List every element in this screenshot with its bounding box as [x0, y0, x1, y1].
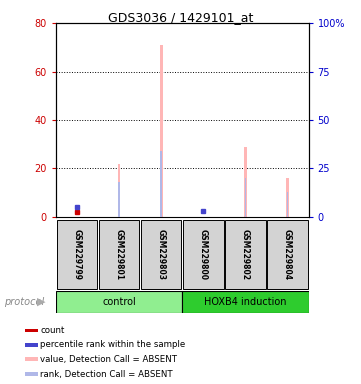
Bar [286, 178, 289, 217]
Text: value, Detection Call = ABSENT: value, Detection Call = ABSENT [40, 355, 178, 364]
Bar [182, 291, 309, 313]
Bar [25, 329, 38, 332]
Bar [99, 220, 139, 289]
Text: control: control [102, 297, 136, 307]
Text: GSM229799: GSM229799 [73, 229, 82, 280]
Text: rank, Detection Call = ABSENT: rank, Detection Call = ABSENT [40, 370, 173, 379]
Bar [25, 358, 38, 361]
Text: GDS3036 / 1429101_at: GDS3036 / 1429101_at [108, 12, 253, 25]
Text: GSM229802: GSM229802 [241, 229, 250, 280]
Text: percentile rank within the sample: percentile rank within the sample [40, 340, 186, 349]
Bar [118, 164, 120, 217]
Bar [245, 178, 246, 217]
Text: GSM229804: GSM229804 [283, 229, 292, 280]
Bar [160, 151, 162, 217]
Text: protocol: protocol [4, 297, 44, 307]
Text: GSM229803: GSM229803 [157, 229, 166, 280]
Bar [56, 291, 182, 313]
Text: GSM229800: GSM229800 [199, 229, 208, 280]
Text: count: count [40, 326, 65, 335]
Bar [225, 220, 266, 289]
Bar [183, 220, 223, 289]
Bar [160, 45, 162, 217]
Bar [25, 343, 38, 347]
Bar [244, 147, 247, 217]
Bar [287, 192, 288, 217]
Text: ▶: ▶ [37, 297, 46, 307]
Bar [268, 220, 308, 289]
Bar [141, 220, 182, 289]
Bar [118, 182, 120, 217]
Bar [57, 220, 97, 289]
Bar [25, 372, 38, 376]
Text: GSM229801: GSM229801 [115, 229, 123, 280]
Text: HOXB4 induction: HOXB4 induction [204, 297, 287, 307]
